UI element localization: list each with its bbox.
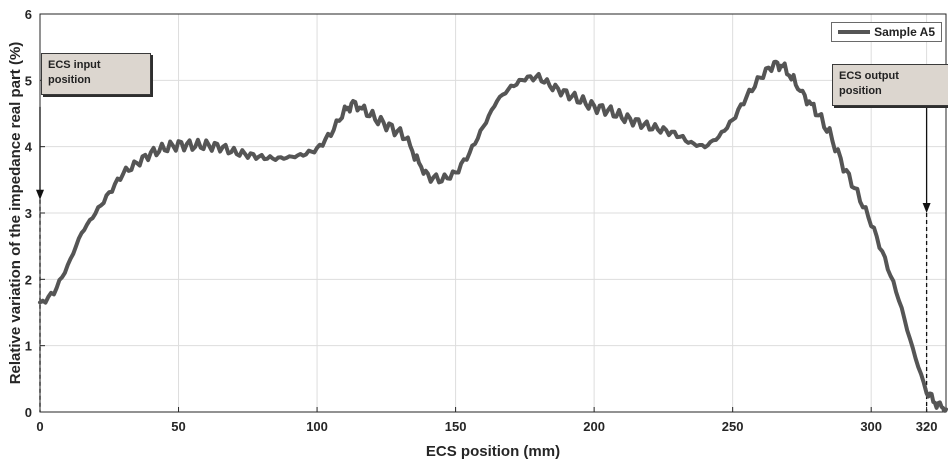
legend-swatch <box>838 30 871 34</box>
annotation-dashed-lines <box>39 199 928 412</box>
annotation-arrow-head <box>922 203 931 213</box>
y-tick-label: 6 <box>25 7 32 22</box>
x-tick-label: 150 <box>445 419 467 434</box>
series-line-sample-a5 <box>38 59 948 413</box>
y-tick-label: 2 <box>25 272 32 287</box>
x-tick-label: 50 <box>171 419 185 434</box>
y-tick-label: 3 <box>25 206 32 221</box>
y-axis-ticks: 0 1 2 3 4 5 6 <box>25 7 45 420</box>
y-tick-label: 1 <box>25 339 32 354</box>
y-tick-label: 0 <box>25 405 32 420</box>
legend-label-sample-a5: Sample A5 <box>874 25 935 39</box>
x-tick-label: 300 <box>860 419 882 434</box>
x-tick-label: 0 <box>36 419 43 434</box>
x-tick-label: 250 <box>722 419 744 434</box>
x-axis-label: ECS position (mm) <box>426 443 560 460</box>
y-tick-label: 4 <box>25 140 33 155</box>
annotation-arrows <box>36 106 931 213</box>
annotation-ecs-output: ECS output position <box>832 64 948 106</box>
y-tick-label: 5 <box>25 73 32 88</box>
y-axis-label: Relative variation of the impedance real… <box>7 42 24 385</box>
annotation-arrow-head <box>36 189 44 200</box>
annotation-ecs-input: ECS input position <box>41 53 151 95</box>
x-tick-label: 320 <box>916 419 938 434</box>
grid-lines <box>39 13 946 413</box>
x-tick-label: 100 <box>306 419 328 434</box>
x-tick-label: 200 <box>583 419 605 434</box>
x-axis-ticks: 0 50 100 150 200 250 300 320 <box>36 407 937 434</box>
legend: Sample A5 <box>831 22 942 42</box>
